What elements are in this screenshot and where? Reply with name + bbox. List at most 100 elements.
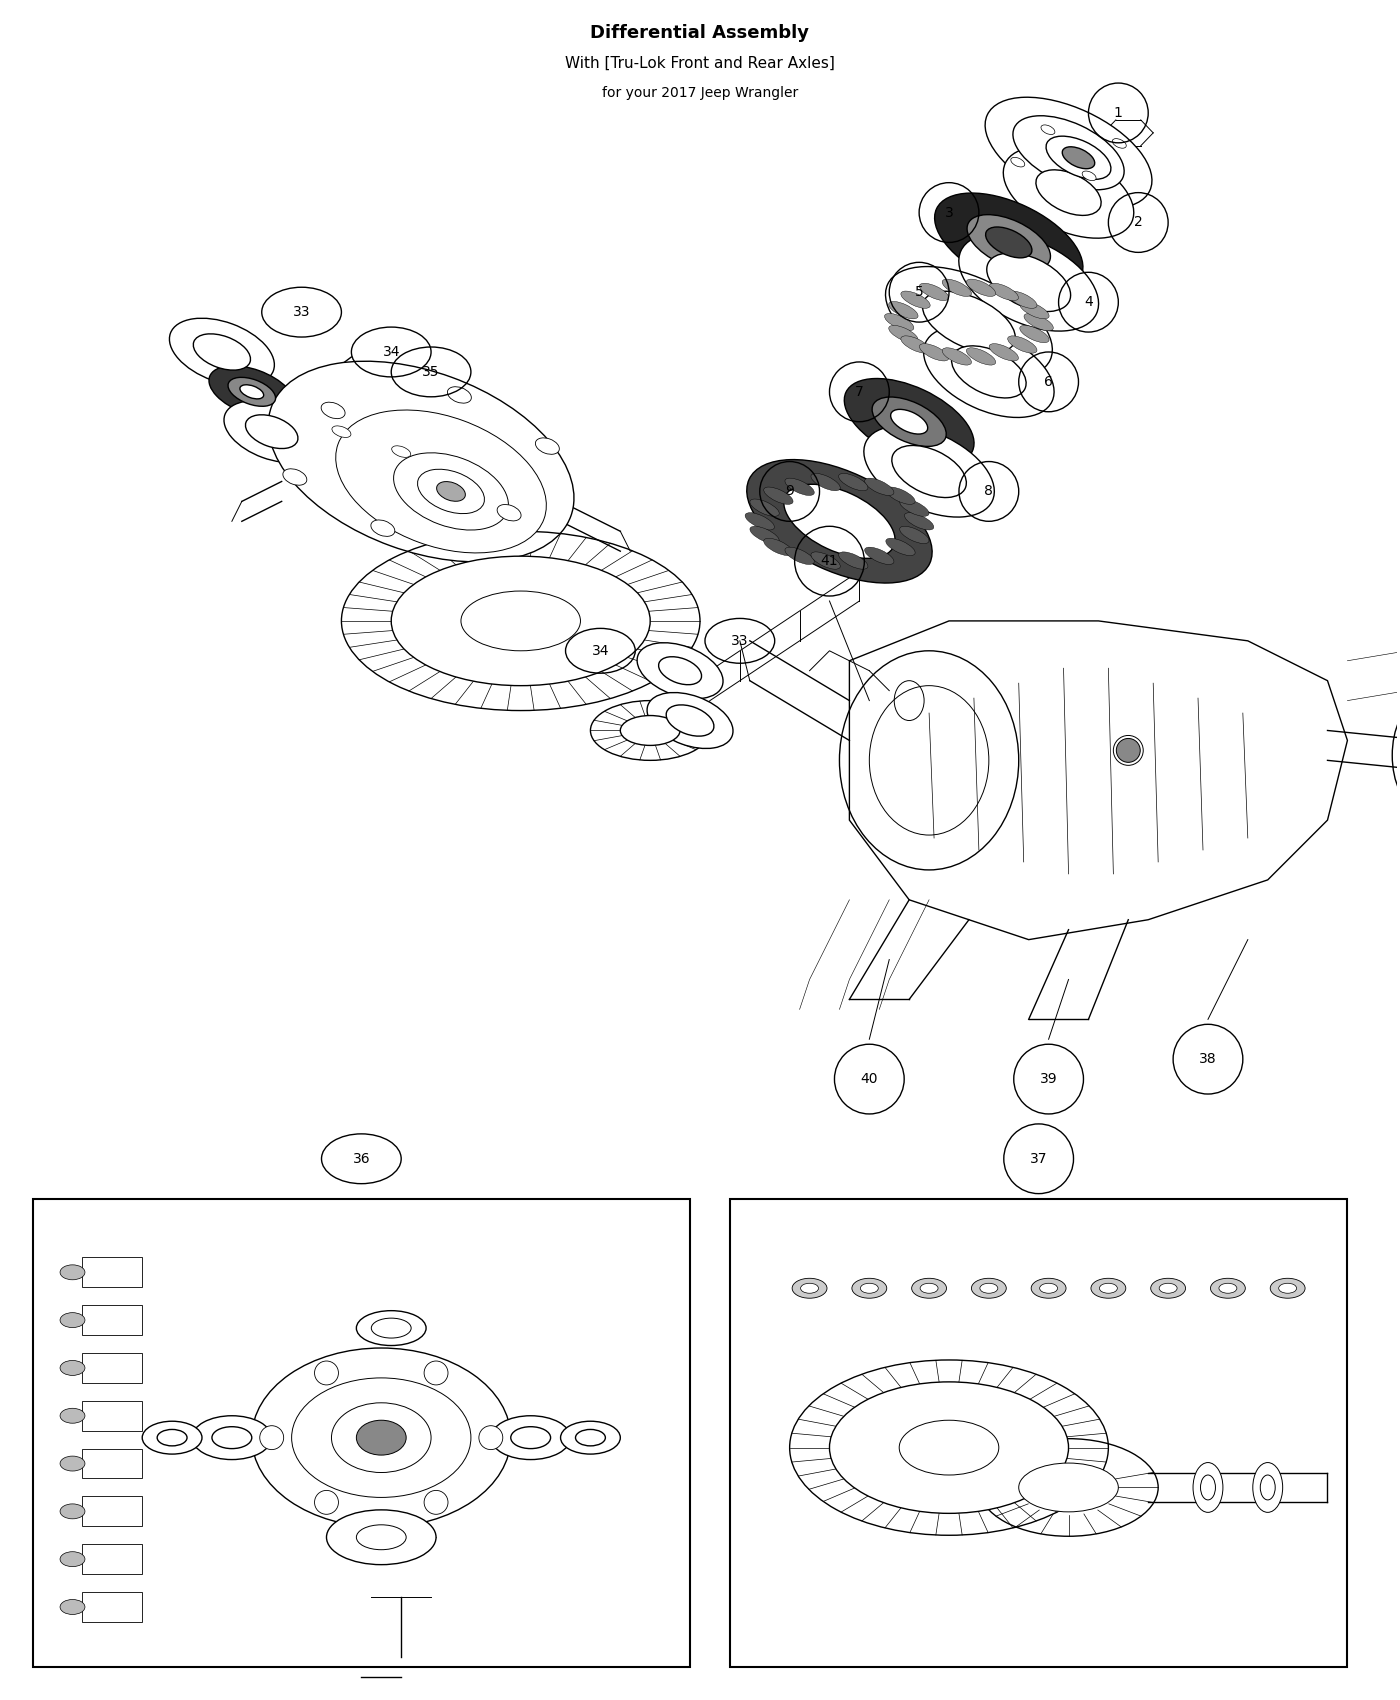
Ellipse shape — [745, 513, 774, 530]
Ellipse shape — [900, 337, 930, 354]
Ellipse shape — [245, 415, 298, 449]
Ellipse shape — [224, 401, 319, 462]
Ellipse shape — [283, 469, 307, 484]
Text: With [Tru-Lok Front and Rear Axles]: With [Tru-Lok Front and Rear Axles] — [566, 56, 834, 71]
Text: 33: 33 — [731, 634, 749, 648]
Ellipse shape — [886, 488, 916, 505]
Ellipse shape — [865, 547, 895, 564]
Ellipse shape — [497, 505, 521, 520]
Text: 7: 7 — [855, 384, 864, 399]
Ellipse shape — [1008, 291, 1037, 308]
Ellipse shape — [1159, 1284, 1177, 1294]
Ellipse shape — [900, 527, 930, 544]
Ellipse shape — [864, 427, 994, 517]
Ellipse shape — [193, 333, 251, 371]
Ellipse shape — [1008, 337, 1037, 354]
Ellipse shape — [143, 1421, 202, 1454]
Ellipse shape — [952, 345, 1026, 398]
Ellipse shape — [1011, 158, 1025, 167]
Text: 4: 4 — [1084, 296, 1093, 309]
Ellipse shape — [1063, 146, 1095, 168]
Ellipse shape — [620, 716, 680, 745]
Ellipse shape — [326, 1510, 435, 1564]
Ellipse shape — [924, 326, 1054, 418]
Ellipse shape — [461, 592, 581, 651]
Ellipse shape — [904, 513, 934, 530]
Ellipse shape — [291, 1379, 470, 1498]
Ellipse shape — [785, 478, 815, 495]
Ellipse shape — [911, 1278, 946, 1299]
Ellipse shape — [750, 500, 780, 517]
Ellipse shape — [923, 291, 1015, 354]
Ellipse shape — [942, 348, 972, 366]
Ellipse shape — [60, 1408, 85, 1423]
Ellipse shape — [990, 343, 1018, 360]
Ellipse shape — [332, 1402, 431, 1472]
Ellipse shape — [60, 1457, 85, 1470]
Ellipse shape — [811, 552, 840, 570]
Ellipse shape — [437, 481, 465, 502]
Ellipse shape — [1091, 1278, 1126, 1299]
Ellipse shape — [889, 325, 918, 343]
Ellipse shape — [851, 1278, 886, 1299]
Ellipse shape — [980, 1284, 998, 1294]
Ellipse shape — [861, 1284, 878, 1294]
Ellipse shape — [1046, 136, 1112, 180]
Ellipse shape — [371, 1318, 412, 1338]
Ellipse shape — [211, 1426, 252, 1448]
Ellipse shape — [192, 1416, 272, 1460]
Ellipse shape — [885, 313, 914, 332]
Ellipse shape — [60, 1265, 85, 1280]
Ellipse shape — [972, 1278, 1007, 1299]
Ellipse shape — [535, 439, 560, 454]
Ellipse shape — [169, 318, 274, 386]
Ellipse shape — [60, 1552, 85, 1567]
Bar — [83, 1544, 143, 1574]
Ellipse shape — [1113, 139, 1126, 148]
Text: 6: 6 — [1044, 376, 1053, 389]
Text: 2: 2 — [1134, 216, 1142, 230]
Ellipse shape — [1032, 1278, 1065, 1299]
Ellipse shape — [942, 279, 972, 296]
Circle shape — [260, 1426, 284, 1450]
Ellipse shape — [801, 1284, 819, 1294]
Bar — [83, 1258, 143, 1287]
Ellipse shape — [886, 539, 916, 556]
Ellipse shape — [448, 386, 472, 403]
Text: 9: 9 — [785, 484, 794, 498]
Ellipse shape — [890, 410, 928, 434]
Ellipse shape — [1211, 1278, 1246, 1299]
Text: for your 2017 Jeep Wrangler: for your 2017 Jeep Wrangler — [602, 87, 798, 100]
Ellipse shape — [647, 692, 734, 748]
Text: 39: 39 — [1040, 1073, 1057, 1086]
Text: 5: 5 — [914, 286, 924, 299]
Ellipse shape — [1019, 301, 1049, 320]
Ellipse shape — [357, 1311, 426, 1345]
Ellipse shape — [990, 284, 1018, 301]
Ellipse shape — [252, 1348, 511, 1527]
Ellipse shape — [1253, 1462, 1282, 1513]
Ellipse shape — [332, 427, 351, 437]
Circle shape — [1116, 738, 1140, 762]
Ellipse shape — [987, 253, 1071, 311]
Bar — [83, 1496, 143, 1527]
Text: 38: 38 — [1200, 1052, 1217, 1066]
Bar — [729, 1198, 1347, 1666]
Ellipse shape — [1260, 1476, 1275, 1499]
Text: 1: 1 — [1114, 105, 1123, 121]
Text: 36: 36 — [353, 1153, 370, 1166]
Ellipse shape — [371, 520, 395, 537]
Ellipse shape — [811, 473, 840, 491]
Text: 8: 8 — [984, 484, 993, 498]
Bar — [83, 1591, 143, 1622]
Ellipse shape — [900, 500, 930, 517]
Ellipse shape — [959, 233, 1099, 332]
Bar — [32, 1198, 690, 1666]
Ellipse shape — [865, 478, 895, 495]
Ellipse shape — [920, 284, 949, 301]
Ellipse shape — [966, 348, 995, 366]
Circle shape — [479, 1426, 503, 1450]
Ellipse shape — [393, 452, 508, 530]
Ellipse shape — [746, 459, 932, 583]
Ellipse shape — [357, 1525, 406, 1550]
